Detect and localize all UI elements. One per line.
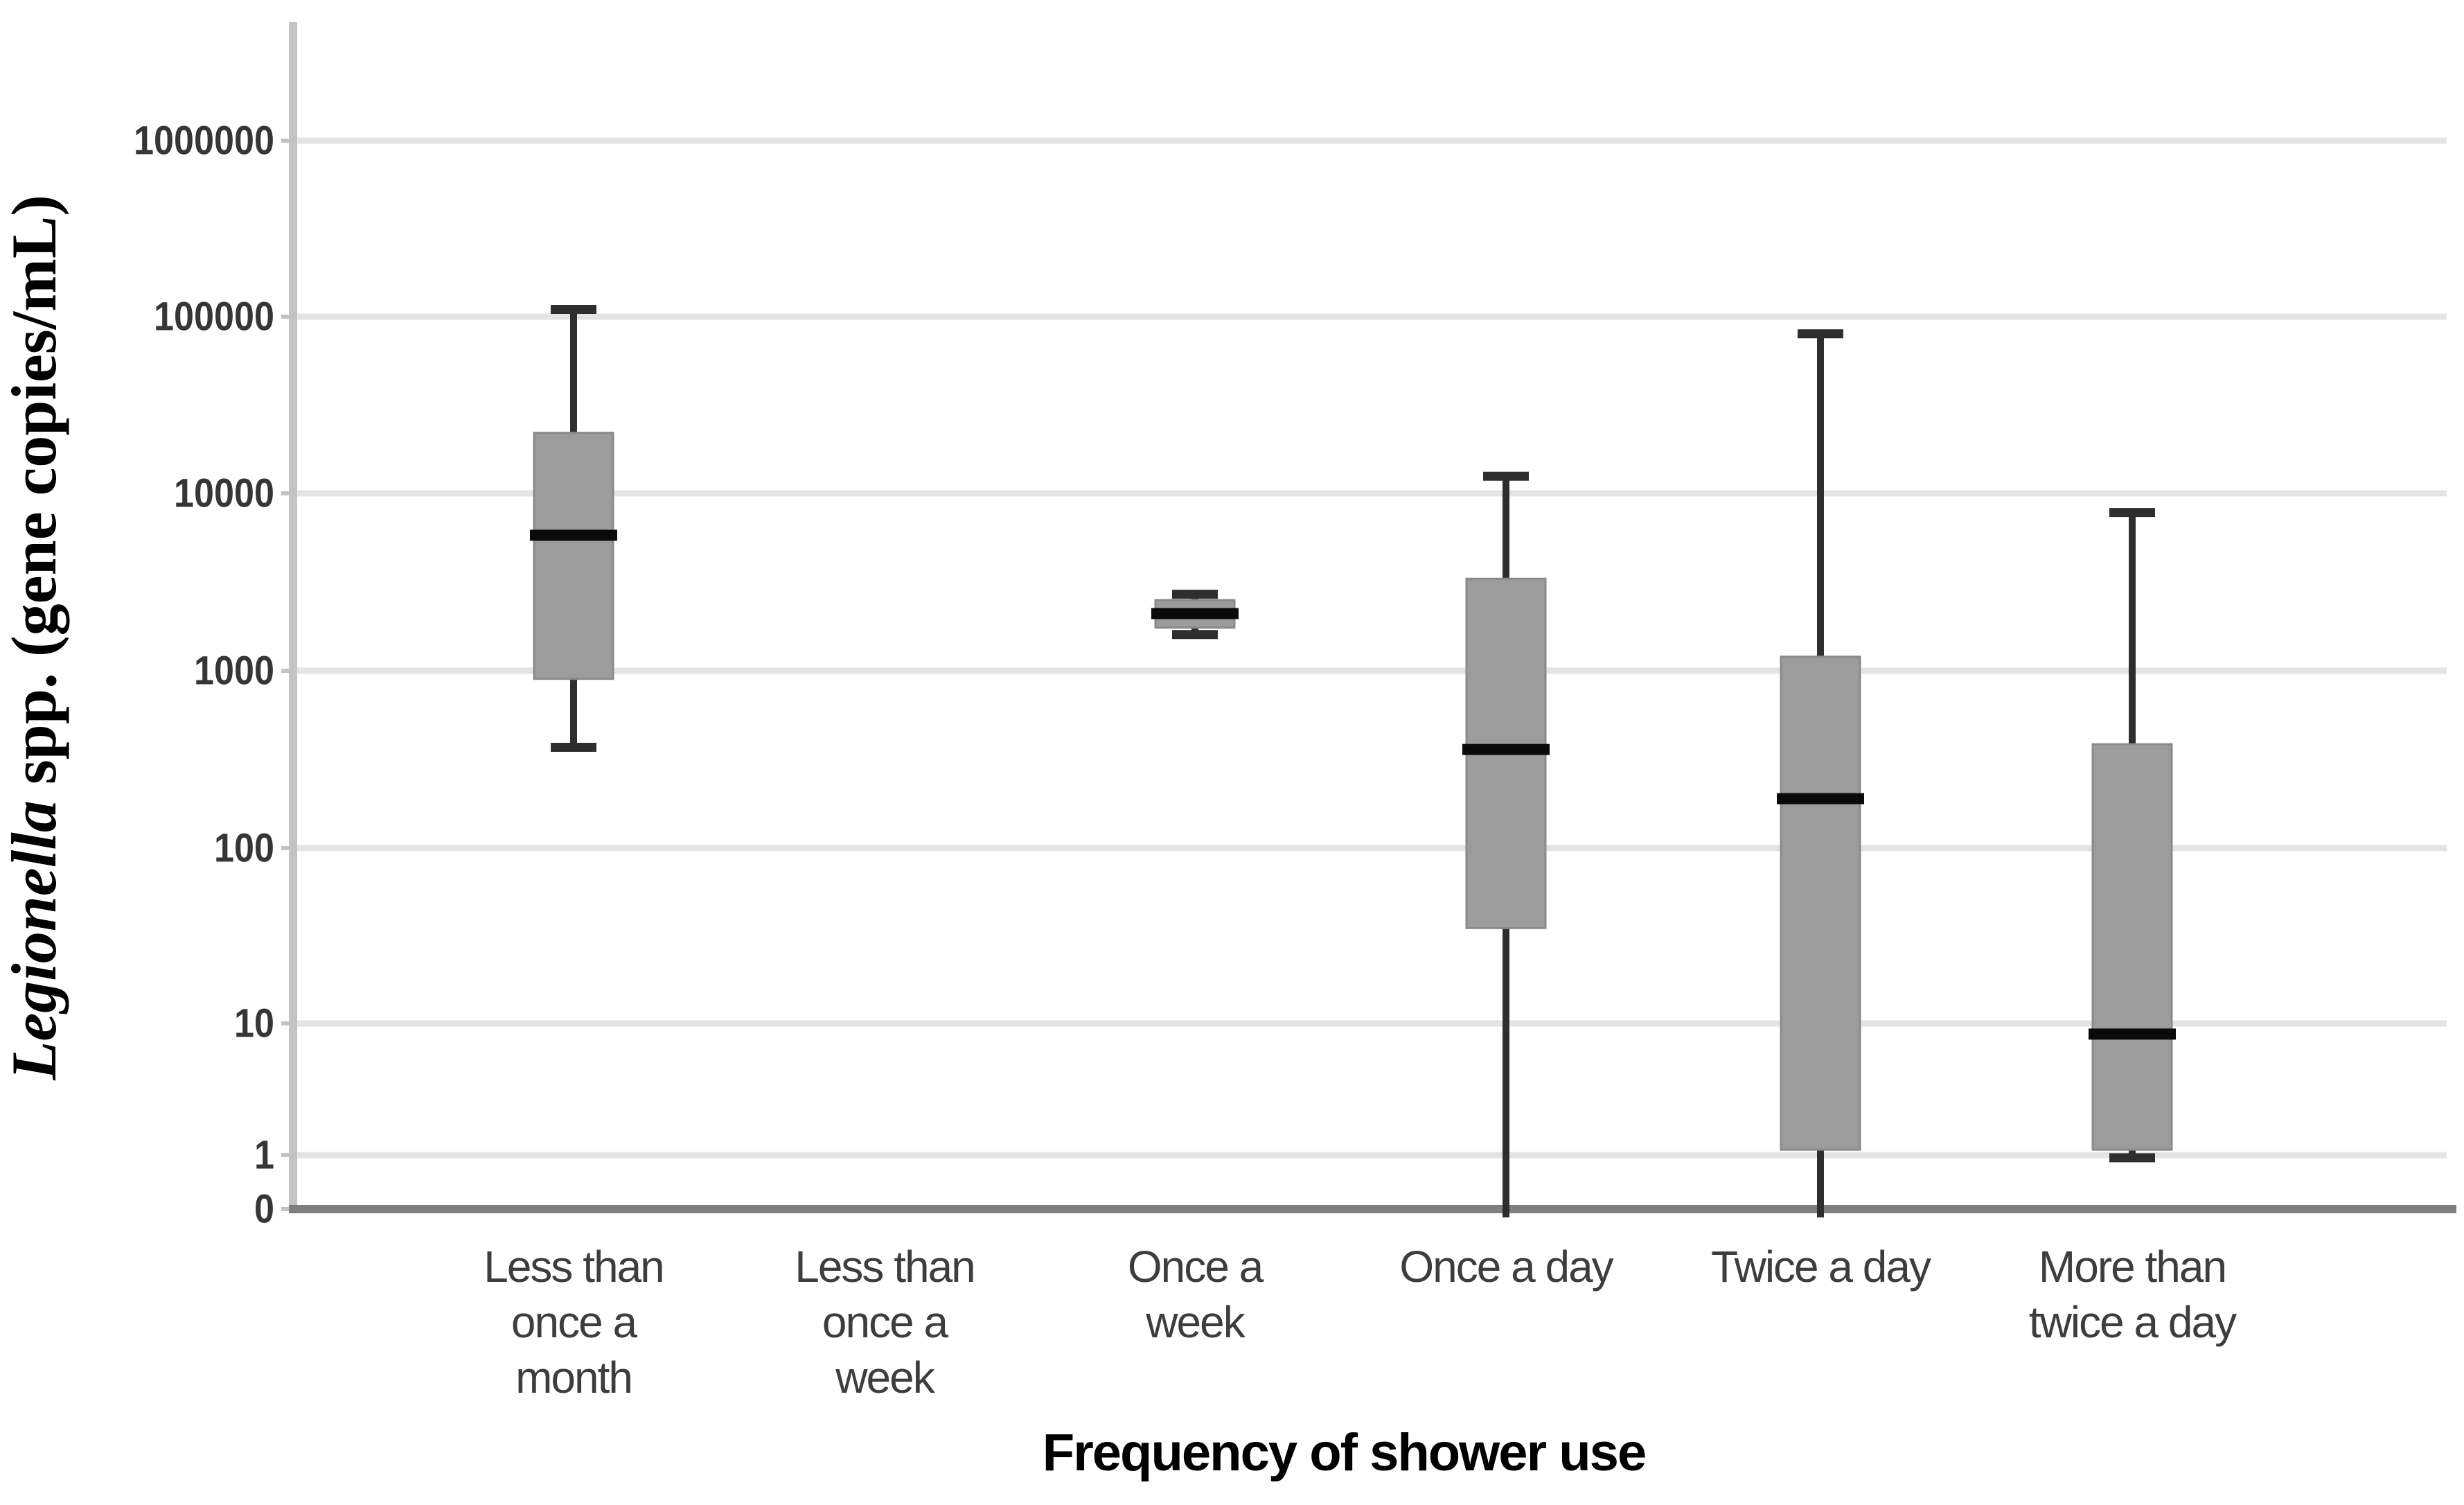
y-tick-label-10000: 10000 <box>174 471 274 516</box>
x-axis-title: Frequency of shower use <box>1043 1423 1645 1482</box>
x-tick-label-once-a-day: Once a day <box>1399 1242 1613 1292</box>
y-tick-label-10: 10 <box>234 1001 274 1046</box>
box-rect <box>533 432 614 680</box>
boxplot-less-than-once-a-month <box>530 304 617 752</box>
gridlines-layer <box>293 137 2447 1159</box>
axes-layer <box>281 22 2456 1213</box>
box-rect <box>2091 743 2173 1151</box>
x-tick-label-more-than-twice-a-day: More than twice a day <box>2029 1242 2237 1347</box>
y-tick-label-100000: 100000 <box>154 294 274 340</box>
y-tick-label-1: 1 <box>254 1133 274 1178</box>
y-tick-label-100: 100 <box>214 826 274 871</box>
y-tick-label-1000: 1000 <box>194 649 274 694</box>
y-tick-label-0: 0 <box>254 1187 274 1232</box>
x-tick-label-twice-a-day: Twice a day <box>1711 1242 1931 1292</box>
boxplot-once-a-week <box>1151 590 1239 640</box>
x-tick-label-once-a-week: Once a week <box>1128 1242 1264 1347</box>
y-tick-label-1000000: 1000000 <box>134 118 274 164</box>
x-tick-label-less-than-once-a-month: Less than once a month <box>484 1242 664 1402</box>
boxplot-more-than-twice-a-day <box>2089 508 2176 1163</box>
boxes-layer <box>530 304 2176 1217</box>
boxplot-twice-a-day <box>1777 329 1864 1217</box>
boxplot-once-a-day <box>1462 471 1550 1217</box>
y-axis-title: Legionella spp. (gene copies/mL) <box>0 195 69 1081</box>
box-rect <box>1780 655 1861 1151</box>
x-tick-label-less-than-once-a-week: Less than once a week <box>795 1242 975 1402</box>
